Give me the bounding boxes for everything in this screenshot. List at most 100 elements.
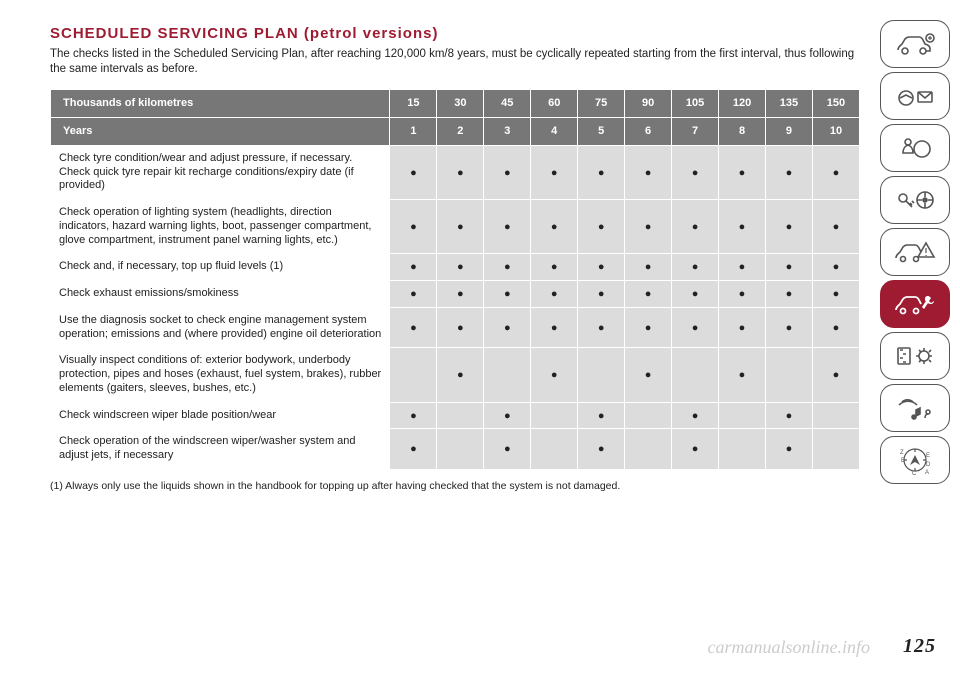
header-value: 7	[672, 117, 719, 145]
row-mark: ●	[719, 254, 766, 281]
header-value: 90	[625, 89, 672, 117]
tab-settings[interactable]	[880, 332, 950, 380]
header-value: 3	[484, 117, 531, 145]
row-mark: ●	[390, 281, 437, 308]
tab-car-warning[interactable]	[880, 228, 950, 276]
row-mark: ●	[719, 145, 766, 199]
row-mark: ●	[672, 402, 719, 429]
row-mark: ●	[531, 348, 578, 402]
row-mark: ●	[531, 145, 578, 199]
row-mark	[531, 429, 578, 470]
header-value: 150	[812, 89, 859, 117]
row-label: Use the diagnosis socket to check engine…	[51, 307, 390, 348]
row-mark: ●	[390, 200, 437, 254]
header-value: 135	[765, 89, 812, 117]
row-mark: ●	[390, 254, 437, 281]
watermark: carmanualsonline.info	[708, 637, 871, 658]
row-mark: ●	[578, 307, 625, 348]
svg-text:B: B	[901, 458, 905, 464]
header-value: 105	[672, 89, 719, 117]
row-mark: ●	[625, 200, 672, 254]
header-value: 5	[578, 117, 625, 145]
row-label: Check windscreen wiper blade position/we…	[51, 402, 390, 429]
tab-key-wheel[interactable]	[880, 176, 950, 224]
row-mark: ●	[437, 281, 484, 308]
row-mark: ●	[765, 402, 812, 429]
row-mark: ●	[765, 307, 812, 348]
row-mark: ●	[719, 307, 766, 348]
header-value: 15	[390, 89, 437, 117]
row-mark	[437, 402, 484, 429]
row-mark: ●	[484, 200, 531, 254]
row-mark: ●	[625, 348, 672, 402]
header-value: 9	[765, 117, 812, 145]
row-mark: ●	[437, 145, 484, 199]
header-value: 30	[437, 89, 484, 117]
row-mark: ●	[484, 145, 531, 199]
row-mark: ●	[390, 429, 437, 470]
row-mark: ●	[484, 429, 531, 470]
header-value: 120	[719, 89, 766, 117]
row-mark	[437, 429, 484, 470]
row-label: Check operation of the windscreen wiper/…	[51, 429, 390, 470]
row-mark: ●	[437, 348, 484, 402]
page-title: SCHEDULED SERVICING PLAN (petrol version…	[50, 25, 860, 42]
row-mark	[625, 402, 672, 429]
row-mark: ●	[578, 254, 625, 281]
row-mark: ●	[437, 200, 484, 254]
tab-nav-compass[interactable]: B E D Z A C	[880, 436, 950, 484]
service-table: Thousands of kilometres15304560759010512…	[50, 89, 860, 470]
row-mark: ●	[625, 145, 672, 199]
row-mark: ●	[484, 402, 531, 429]
row-mark: ●	[765, 145, 812, 199]
row-mark: ●	[578, 145, 625, 199]
page-number: 125	[903, 635, 936, 658]
row-label: Check and, if necessary, top up fluid le…	[51, 254, 390, 281]
row-mark: ●	[531, 254, 578, 281]
svg-text:A: A	[925, 470, 929, 476]
tab-car-service[interactable]	[880, 280, 950, 328]
row-mark: ●	[437, 307, 484, 348]
row-mark: ●	[484, 307, 531, 348]
row-mark: ●	[578, 200, 625, 254]
row-label: Check exhaust emissions/smokiness	[51, 281, 390, 308]
row-mark	[719, 429, 766, 470]
row-label: Visually inspect conditions of: exterior…	[51, 348, 390, 402]
row-mark: ●	[812, 348, 859, 402]
row-mark	[390, 348, 437, 402]
header-value: 8	[719, 117, 766, 145]
row-mark: ●	[484, 281, 531, 308]
row-mark: ●	[812, 200, 859, 254]
row-mark: ●	[672, 200, 719, 254]
row-mark: ●	[437, 254, 484, 281]
row-mark: ●	[765, 429, 812, 470]
row-mark: ●	[672, 254, 719, 281]
row-mark: ●	[765, 200, 812, 254]
header-value: 4	[531, 117, 578, 145]
tab-airbag[interactable]	[880, 124, 950, 172]
row-mark: ●	[390, 402, 437, 429]
tab-car-info[interactable]	[880, 20, 950, 68]
row-mark: ●	[672, 429, 719, 470]
row-mark: ●	[765, 254, 812, 281]
row-mark	[531, 402, 578, 429]
row-mark: ●	[672, 145, 719, 199]
header-value: 2	[437, 117, 484, 145]
svg-text:Z: Z	[900, 450, 904, 456]
row-label: Check operation of lighting system (head…	[51, 200, 390, 254]
header-label: Thousands of kilometres	[51, 89, 390, 117]
row-mark: ●	[531, 281, 578, 308]
svg-text:D: D	[926, 462, 931, 468]
tab-dashboard[interactable]	[880, 72, 950, 120]
header-value: 1	[390, 117, 437, 145]
header-label: Years	[51, 117, 390, 145]
row-mark: ●	[578, 429, 625, 470]
row-mark	[578, 348, 625, 402]
row-mark: ●	[719, 348, 766, 402]
row-mark: ●	[812, 145, 859, 199]
row-mark: ●	[625, 281, 672, 308]
tab-media[interactable]	[880, 384, 950, 432]
row-mark: ●	[484, 254, 531, 281]
row-mark	[672, 348, 719, 402]
row-mark: ●	[531, 200, 578, 254]
